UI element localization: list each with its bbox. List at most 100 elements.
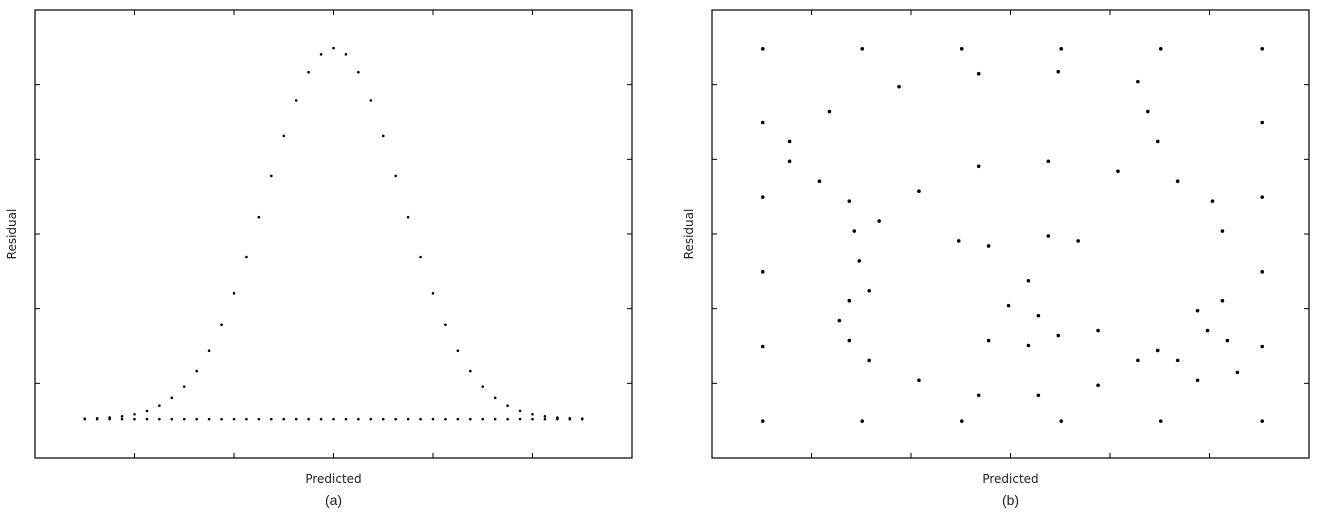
point [444,417,447,421]
point [270,417,273,421]
point [158,417,161,421]
point [877,219,881,223]
point [133,417,136,421]
point [1225,338,1230,343]
point [1076,239,1080,243]
point [897,84,901,89]
point [1195,378,1200,383]
point [1205,328,1210,333]
plot-frame [34,9,633,459]
point [431,292,435,295]
point [245,417,248,421]
point [1026,278,1031,283]
point [83,417,87,421]
point [1195,308,1200,313]
point [1158,419,1163,423]
point [170,396,174,400]
point [1026,343,1031,348]
point [857,259,862,263]
point [1096,328,1100,333]
point [787,159,792,164]
point [1220,229,1225,233]
point [860,47,865,51]
point [307,70,310,74]
point [1155,348,1160,353]
point [481,417,485,421]
caption: (b) [1002,492,1019,508]
caption: (a) [325,492,342,508]
x-axis-label: Predicted [305,472,361,486]
point [1146,109,1150,114]
point [381,417,385,421]
point [444,323,447,327]
point [760,120,765,125]
x-axis-label: Predicted [982,472,1038,486]
point [817,179,822,184]
point [1158,47,1163,51]
point [319,53,323,56]
point [145,417,149,421]
point [1046,234,1051,238]
point [580,417,584,421]
point [760,344,765,349]
point [531,412,534,416]
point [1036,313,1041,318]
point [837,318,842,323]
point [133,412,136,416]
point [369,99,373,102]
point [847,338,852,343]
point [381,134,385,138]
point [344,417,348,421]
point [1260,344,1265,349]
point [1116,169,1120,174]
point [344,53,348,56]
point [543,415,547,418]
point [986,244,991,248]
point [394,417,397,421]
point [120,417,124,421]
point [406,417,410,421]
point [195,417,198,421]
point [760,419,765,423]
point [469,417,472,421]
point [294,417,298,421]
point [787,139,792,144]
point [1220,298,1225,303]
point [1006,303,1011,308]
point [1056,333,1061,338]
point [493,396,497,400]
point [1046,159,1051,164]
point [145,409,149,413]
point [207,349,211,353]
point [406,215,410,219]
point [852,229,857,233]
point [760,47,765,51]
point [282,134,286,138]
point [257,417,261,421]
point [182,417,186,421]
point [369,417,373,421]
point [860,419,865,423]
y-axis-label: Residual [5,209,19,260]
point [1036,393,1041,398]
point [120,415,124,418]
point [1260,195,1265,199]
point [493,417,497,421]
point [158,404,161,407]
point [917,378,921,383]
point [986,338,991,343]
point [1260,120,1265,125]
point [394,174,397,178]
point [1155,139,1160,144]
point [95,417,99,421]
point [357,70,360,74]
point [1136,79,1140,84]
plot-frame [711,9,1310,459]
point [518,409,522,413]
point [956,239,961,243]
point [481,385,485,388]
point [518,417,522,421]
point [232,417,236,421]
point [195,369,198,373]
point [469,369,472,373]
